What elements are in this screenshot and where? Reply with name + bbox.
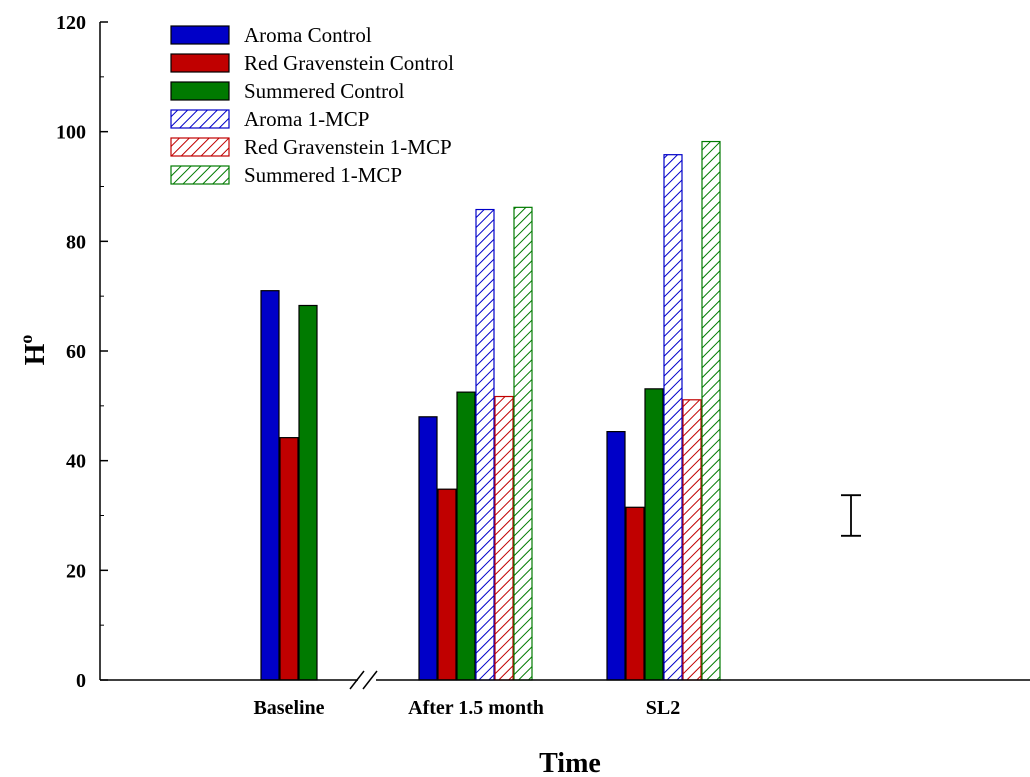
y-axis-title: Ho <box>16 335 51 366</box>
legend-label: Summered Control <box>244 79 405 103</box>
legend-label: Red Gravenstein Control <box>244 51 454 75</box>
bar <box>682 399 702 681</box>
bar <box>456 391 476 681</box>
bar <box>279 437 299 681</box>
x-category-label: After 1.5 month <box>408 697 544 719</box>
y-tick-label: 100 <box>56 122 86 144</box>
lsd-error-bar <box>841 494 861 537</box>
legend-label: Aroma 1-MCP <box>244 107 369 131</box>
y-tick-label: 80 <box>66 231 86 253</box>
legend-swatch <box>170 137 230 157</box>
legend-label: Summered 1-MCP <box>244 163 402 187</box>
bar <box>494 395 514 681</box>
legend-swatch <box>170 109 230 129</box>
bar <box>606 431 626 681</box>
y-axis-title-main: H <box>20 343 51 365</box>
bar <box>701 140 721 681</box>
bar <box>260 290 280 681</box>
bar <box>475 208 495 681</box>
bar <box>298 304 318 681</box>
bar <box>644 388 664 681</box>
axes-group <box>99 22 1030 690</box>
axis-break-mark <box>362 670 378 690</box>
bar <box>437 488 457 681</box>
bar <box>663 154 683 681</box>
legend-label: Red Gravenstein 1-MCP <box>244 135 452 159</box>
legend-swatch <box>170 81 230 101</box>
axis-break-mark <box>349 670 365 690</box>
category-labels-group: Baseline After 1.5 month SL2 <box>253 697 680 719</box>
bar <box>418 416 438 681</box>
y-tick-label: 0 <box>76 670 86 692</box>
y-tick-label: 40 <box>66 451 86 473</box>
y-tick-label: 60 <box>66 341 86 363</box>
legend-swatch <box>170 165 230 185</box>
bars-group <box>260 140 721 681</box>
legend-swatch <box>170 53 230 73</box>
y-tick-label: 20 <box>66 560 86 582</box>
bar <box>625 506 645 681</box>
x-axis-title: Time <box>539 748 601 777</box>
y-axis-title-superscript: o <box>16 335 36 344</box>
legend-label: Aroma Control <box>244 23 372 47</box>
legend: Aroma Control Red Gravenstein Control Summ… <box>170 23 454 187</box>
x-category-label: SL2 <box>646 697 680 719</box>
y-tick-label: 120 <box>56 12 86 34</box>
bar <box>513 206 533 681</box>
y-ticks-group: 0 20 40 60 80 100 120 <box>56 12 108 692</box>
x-category-label: Baseline <box>253 697 324 719</box>
legend-swatch <box>170 25 230 45</box>
